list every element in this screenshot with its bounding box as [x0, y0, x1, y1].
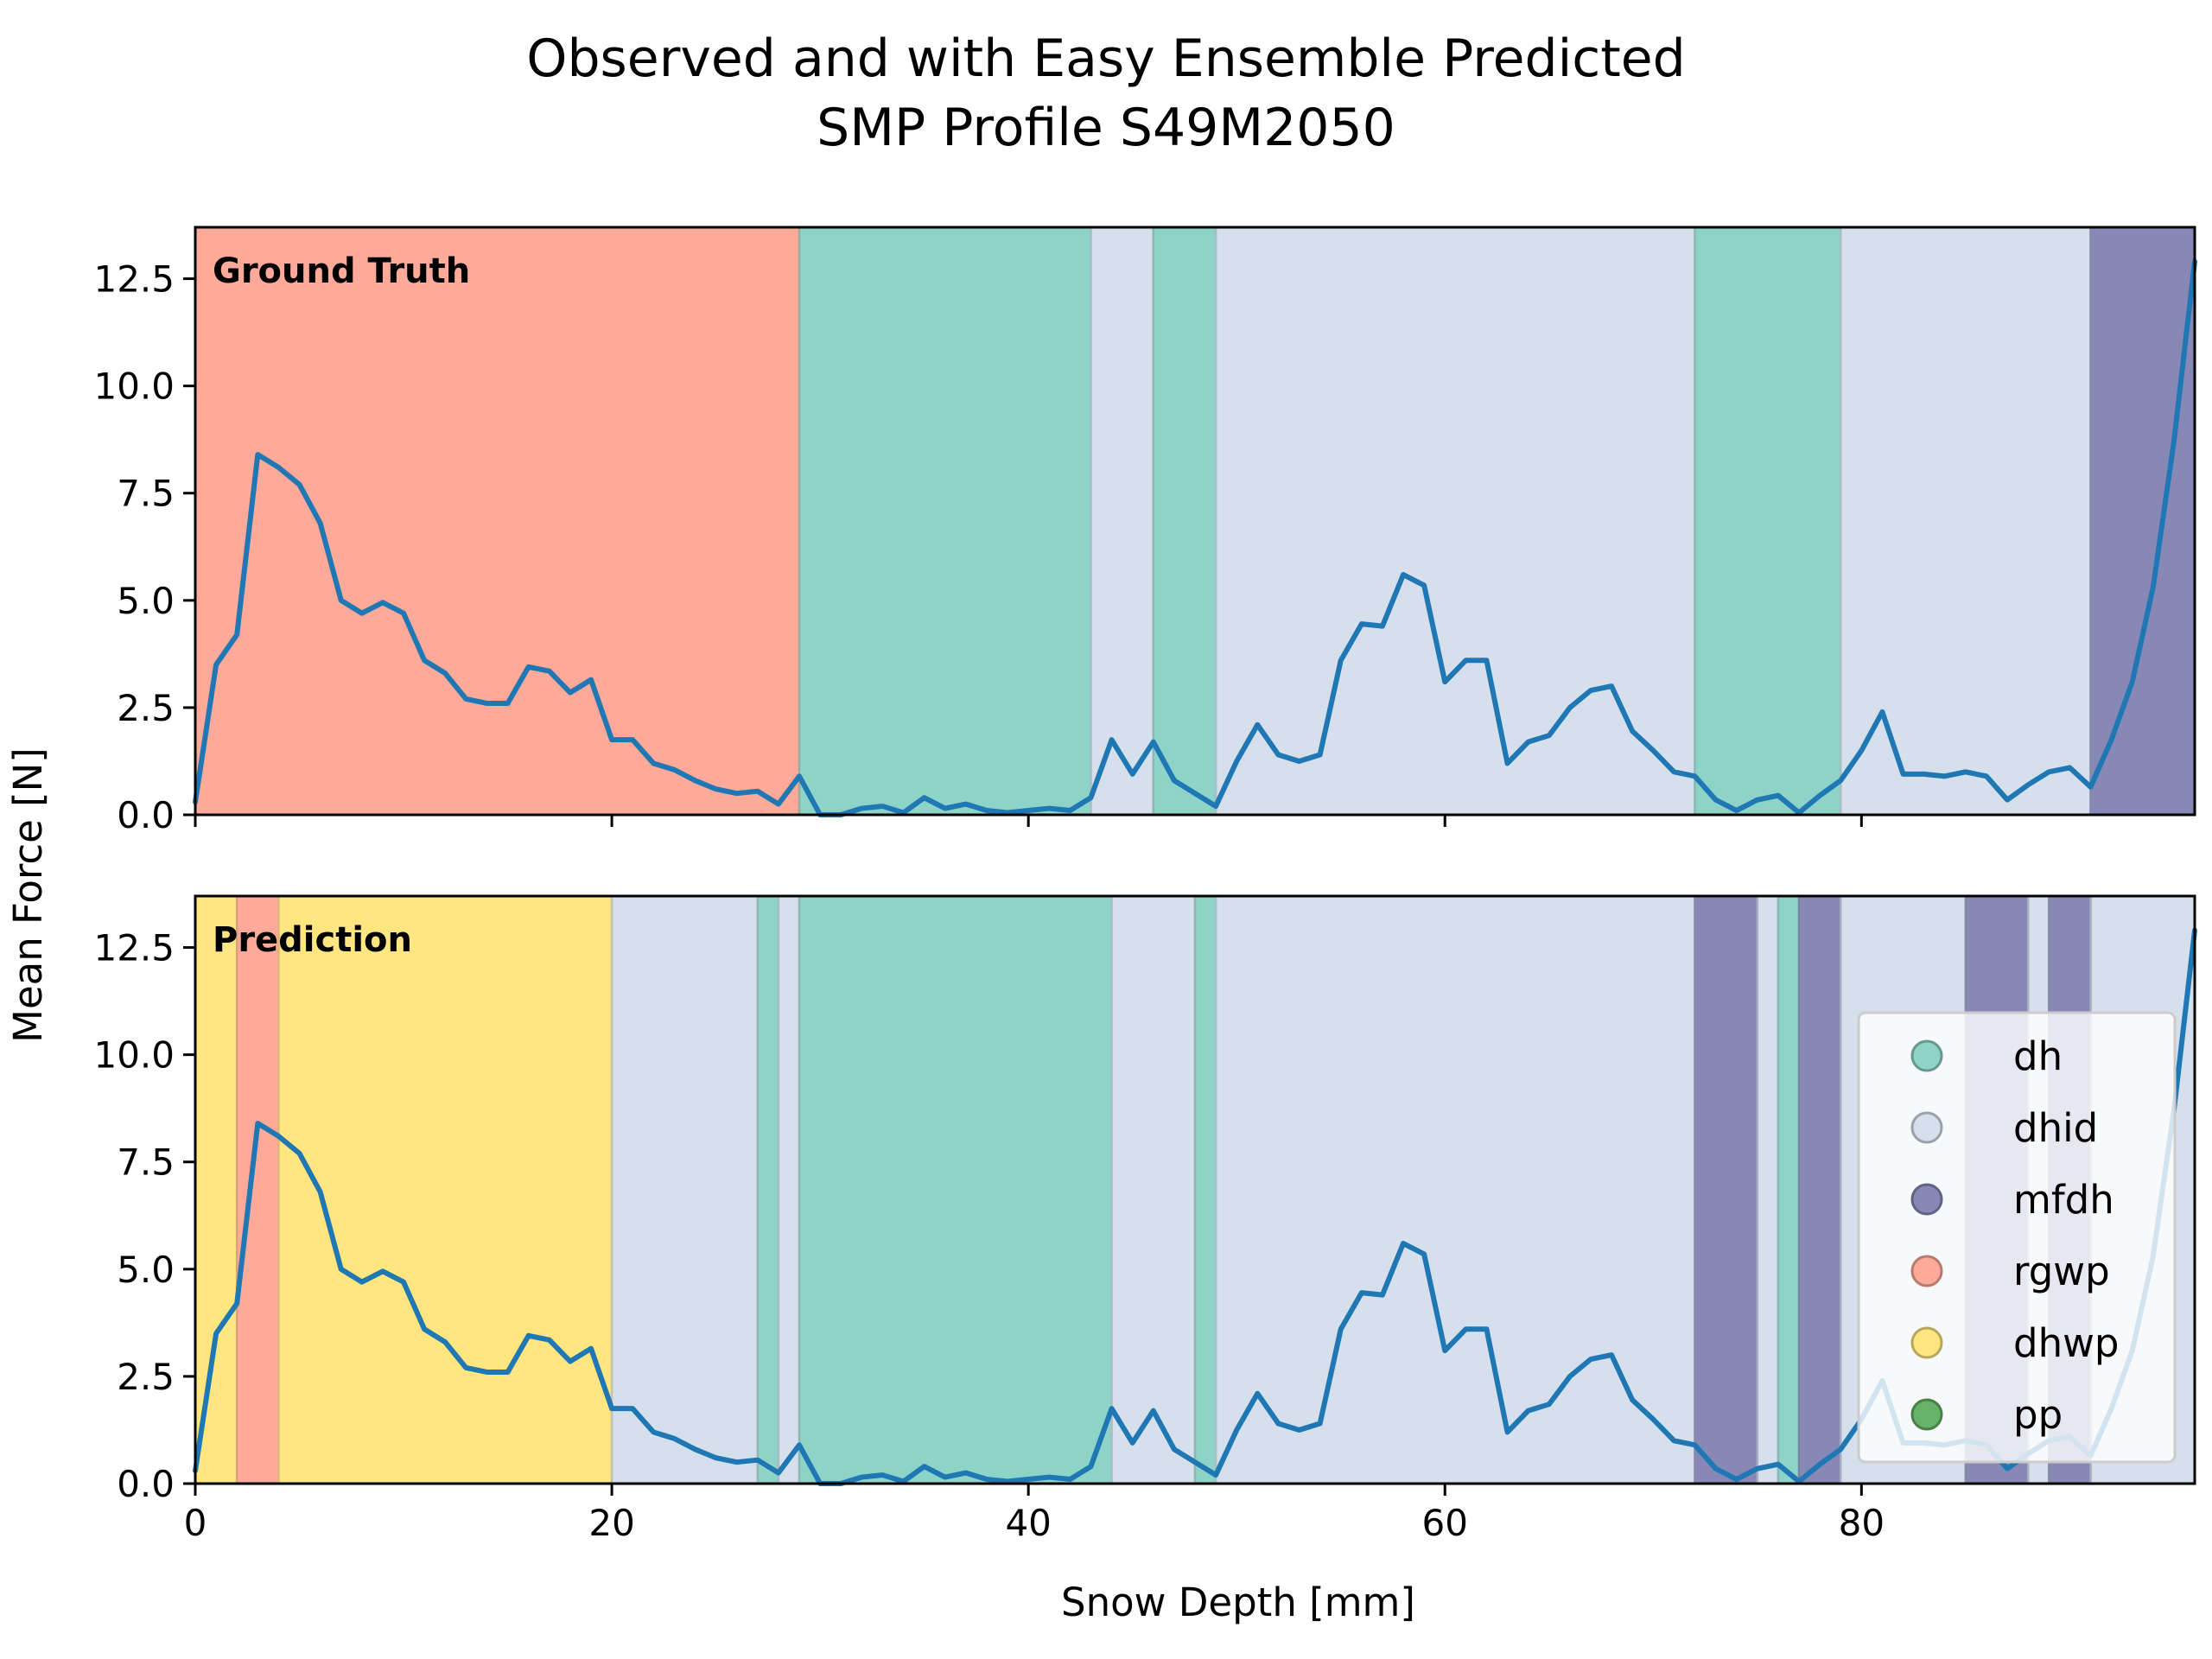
- chart-title-line-1: Observed and with Easy Ensemble Predicte…: [526, 29, 1686, 89]
- legend-label-pp: pp: [2013, 1392, 2063, 1438]
- x-tick-label: 60: [1422, 1502, 1468, 1544]
- segment-dh: [1777, 896, 1800, 1484]
- segment-mfdh: [1694, 896, 1758, 1484]
- y-tick-label: 7.5: [117, 1141, 175, 1184]
- segment-dhid: [1757, 896, 1778, 1484]
- legend-label-dhid: dhid: [2013, 1105, 2098, 1151]
- segment-dhid: [1090, 227, 1154, 815]
- axes-frame: [194, 894, 2196, 1485]
- segment-dh: [799, 896, 1112, 1484]
- segment-rgwp: [237, 896, 279, 1484]
- legend-marker-mfdh: [1910, 1183, 1943, 1216]
- y-tick-label: 5.0: [117, 580, 175, 622]
- x-tick-label: 20: [588, 1502, 634, 1544]
- legend-marker-dh: [1910, 1039, 1943, 1072]
- panel-label: Ground Truth: [213, 251, 470, 291]
- legend-marker-rgwp: [1910, 1255, 1943, 1287]
- legend-label-dh: dh: [2013, 1033, 2063, 1079]
- y-tick-label: 2.5: [117, 1356, 175, 1398]
- panel-label: Prediction: [213, 920, 412, 960]
- segment-rgwp: [195, 227, 800, 815]
- x-tick-label: 80: [1839, 1502, 1885, 1544]
- x-tick-label: 40: [1005, 1502, 1051, 1544]
- y-tick-label: 10.0: [93, 365, 175, 408]
- segment-dh: [799, 227, 1091, 815]
- chart-title-line-2: SMP Profile S49M2050: [817, 98, 1395, 158]
- segment-dh: [757, 896, 779, 1484]
- y-tick-label: 5.0: [117, 1249, 175, 1291]
- segment-mfdh: [1799, 896, 1841, 1484]
- segment-dh: [1153, 227, 1217, 815]
- y-tick-label: 10.0: [93, 1034, 175, 1077]
- segment-dhid: [1216, 227, 1695, 815]
- axes-frame: [194, 226, 2196, 817]
- legend-label-rgwp: rgwp: [2013, 1249, 2110, 1294]
- legend-label-mfdh: mfdh: [2013, 1177, 2114, 1223]
- legend-label-dhwp: dhwp: [2013, 1320, 2119, 1366]
- segment-mfdh: [2090, 227, 2195, 815]
- y-tick-label: 12.5: [93, 258, 175, 301]
- legend: dh dhid mfdh rgwp dhwp pp: [1857, 1011, 2177, 1464]
- y-tick-label: 7.5: [117, 473, 175, 515]
- segment-dh: [1195, 896, 1217, 1484]
- chart-title: Observed and with Easy Ensemble Predicte…: [526, 29, 1686, 158]
- x-axis-label: Snow Depth [mm]: [1061, 1580, 1415, 1625]
- segment-dhid: [612, 896, 758, 1484]
- segment-dhid: [1111, 896, 1195, 1484]
- ground-truth-panel: 0.0 2.5 5.0 7.5 10.0 12.5 Ground Truth: [93, 226, 2197, 836]
- y-tick-label: 0.0: [117, 1463, 175, 1505]
- segment-dhid: [778, 896, 800, 1484]
- segment-dhwp: [195, 896, 238, 1484]
- legend-marker-pp: [1910, 1398, 1943, 1431]
- legend-marker-dhid: [1910, 1111, 1943, 1144]
- y-tick-label: 12.5: [93, 927, 175, 969]
- y-tick-label: 2.5: [117, 687, 175, 729]
- segment-dh: [1694, 227, 1841, 815]
- y-tick-label: 0.0: [117, 794, 175, 836]
- segment-dhwp: [278, 896, 613, 1484]
- segment-dhid: [1840, 227, 2091, 815]
- x-tick-label: 0: [184, 1502, 207, 1544]
- force-profile-line: [193, 258, 2197, 817]
- y-axis-label: Mean Force [N]: [5, 747, 51, 1043]
- legend-marker-dhwp: [1910, 1326, 1943, 1359]
- segment-dhid: [1216, 896, 1695, 1484]
